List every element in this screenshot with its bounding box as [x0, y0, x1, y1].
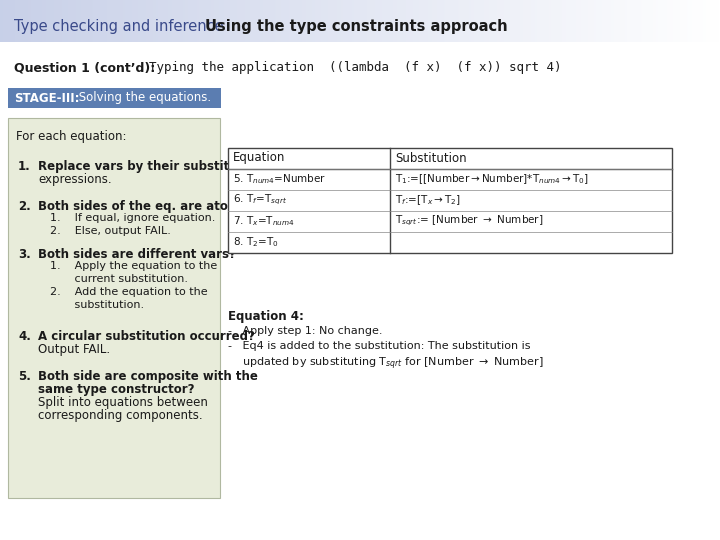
Text: 1.    Apply the equation to the: 1. Apply the equation to the — [50, 261, 217, 271]
Text: same type constructor?: same type constructor? — [38, 383, 194, 396]
Text: -   Apply step 1: No change.: - Apply step 1: No change. — [228, 326, 382, 336]
Text: Question 1 (cont’d):: Question 1 (cont’d): — [14, 62, 156, 75]
Text: A circular substitution occurred?: A circular substitution occurred? — [38, 330, 255, 343]
Text: corresponding components.: corresponding components. — [38, 409, 202, 422]
Text: expressions.: expressions. — [38, 173, 112, 186]
Bar — [8, 88, 221, 108]
Text: Typing the application  ((lambda  (f x)  (f x)) sqrt 4): Typing the application ((lambda (f x) (f… — [134, 62, 562, 75]
Text: Replace vars by their substituting: Replace vars by their substituting — [38, 160, 264, 173]
Text: 3.: 3. — [18, 248, 31, 261]
Text: Using the type constraints approach: Using the type constraints approach — [205, 18, 508, 33]
Text: Both side are composite with the: Both side are composite with the — [38, 370, 258, 383]
Bar — [228, 148, 672, 253]
Text: STAGE-III:: STAGE-III: — [14, 91, 79, 105]
Text: 6. T$_f$=T$_{sqrt}$: 6. T$_f$=T$_{sqrt}$ — [233, 193, 287, 207]
Text: Both sides are different vars?: Both sides are different vars? — [38, 248, 236, 261]
Text: updated by substituting T$_{sqrt}$ for [Number $\rightarrow$ Number]: updated by substituting T$_{sqrt}$ for [… — [228, 356, 544, 373]
Text: 2.: 2. — [18, 200, 31, 213]
Text: Type checking and inference: Type checking and inference — [14, 18, 224, 33]
Text: Split into equations between: Split into equations between — [38, 396, 208, 409]
Text: 1.    If equal, ignore equation.: 1. If equal, ignore equation. — [50, 213, 215, 223]
Text: T$_{sqrt}$:= [Number $\rightarrow$ Number]: T$_{sqrt}$:= [Number $\rightarrow$ Numbe… — [395, 214, 544, 228]
Text: 8. T$_2$=T$_0$: 8. T$_2$=T$_0$ — [233, 235, 279, 249]
Text: Equation: Equation — [233, 152, 285, 165]
Text: 4.: 4. — [18, 330, 31, 343]
Text: Solving the equations.: Solving the equations. — [75, 91, 211, 105]
Text: T$_f$:=[T$_x$$\rightarrow$T$_2$]: T$_f$:=[T$_x$$\rightarrow$T$_2$] — [395, 193, 461, 207]
Text: Equation 4:: Equation 4: — [228, 310, 304, 323]
Text: T$_1$:=[[Number$\rightarrow$Number]*T$_{num4}$$\rightarrow$T$_0$]: T$_1$:=[[Number$\rightarrow$Number]*T$_{… — [395, 172, 589, 186]
Text: 2.    Add the equation to the: 2. Add the equation to the — [50, 287, 207, 297]
Text: 2.    Else, output FAIL.: 2. Else, output FAIL. — [50, 226, 171, 236]
Text: Both sides of the eq. are atomic?: Both sides of the eq. are atomic? — [38, 200, 258, 213]
Text: 5.: 5. — [18, 370, 31, 383]
Text: For each equation:: For each equation: — [16, 130, 127, 143]
Bar — [8, 118, 220, 498]
Text: substitution.: substitution. — [50, 300, 144, 310]
Text: Substitution: Substitution — [395, 152, 467, 165]
Text: Output FAIL.: Output FAIL. — [38, 343, 110, 356]
Text: 5. T$_{num4}$=Number: 5. T$_{num4}$=Number — [233, 172, 326, 186]
Text: current substitution.: current substitution. — [50, 274, 188, 284]
Text: 1.: 1. — [18, 160, 31, 173]
Text: -   Eq4 is added to the substitution: The substitution is: - Eq4 is added to the substitution: The … — [228, 341, 531, 351]
Text: 7. T$_x$=T$_{num4}$: 7. T$_x$=T$_{num4}$ — [233, 214, 295, 228]
